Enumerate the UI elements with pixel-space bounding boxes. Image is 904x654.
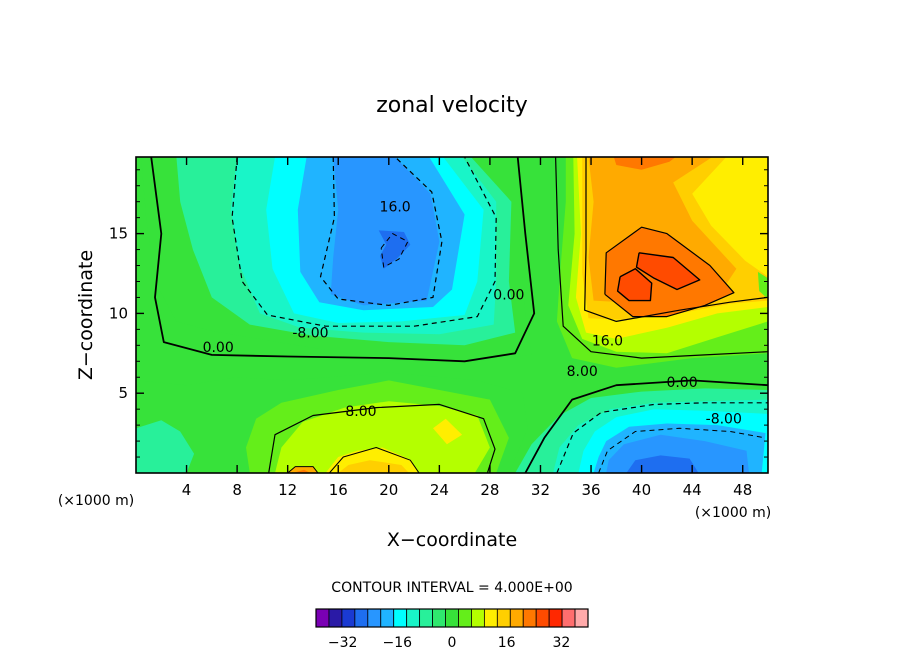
x-tick-label: 24 (430, 481, 449, 499)
contour-p8-right (555, 157, 768, 359)
contour-p24-lower (287, 466, 319, 473)
contour-m16 (319, 157, 443, 306)
region-band-lower-16-20 (338, 460, 409, 473)
x-tick-label: 36 (581, 481, 600, 499)
colorbar-tick-label: −32 (328, 635, 358, 651)
x-axis-title: X−coordinate (387, 529, 517, 551)
contour-label-8: -8.00 (706, 412, 742, 428)
contour-label-4: 0.00 (493, 287, 524, 303)
contour-lines (150, 157, 768, 473)
x-tick-label: 4 (182, 481, 192, 499)
colorbar-swatch (483, 608, 498, 628)
y-axis-title: Z−coordinate (75, 250, 97, 380)
contour-m8 (231, 157, 497, 327)
colorbar-swatch (471, 608, 485, 628)
colorbar-tick-label: 0 (448, 635, 457, 651)
contour-m16-inner (380, 233, 409, 268)
colorbar-swatch (548, 608, 563, 628)
colorbar-swatch (458, 608, 472, 628)
velocity-field-regions (136, 157, 768, 473)
colorbar-swatch (432, 608, 446, 628)
y-tick-label: 15 (109, 225, 128, 243)
contour-p8-lower (268, 403, 496, 473)
colorbar-tick-label: −16 (383, 635, 413, 651)
x-tick-label: 40 (632, 481, 651, 499)
contour-p16-lower (329, 447, 420, 473)
y-tick-label: 5 (118, 384, 128, 402)
contour-lower-m16 (598, 427, 766, 473)
colorbar-swatch (341, 608, 356, 628)
contour-label-0: 16.0 (380, 199, 411, 215)
x-tick-label: 16 (329, 481, 348, 499)
colorbar-swatch (561, 608, 576, 628)
plot-area (136, 157, 768, 473)
x-tick-label: 44 (683, 481, 702, 499)
contour-p16-right (584, 157, 768, 322)
contour-interval-text: CONTOUR INTERVAL = 4.000E+00 (331, 580, 572, 596)
x-tick-label: 8 (232, 481, 242, 499)
colorbar-swatch (406, 608, 421, 628)
colorbar-swatch (367, 608, 382, 628)
colorbar-swatch (419, 608, 433, 628)
region-band-28-32-b (617, 268, 652, 301)
region-band-left-m4-0 (136, 420, 195, 473)
region-band-24-28-top (613, 157, 676, 170)
colorbar-swatch (445, 608, 459, 628)
region-band-lower-m24-m20 (626, 455, 699, 473)
colorbar-swatch (328, 608, 343, 628)
colorbar-tick-label: 32 (552, 635, 570, 651)
contour-p32-a (635, 252, 701, 291)
colorbar: −32 −16 0 16 32 (315, 608, 589, 651)
colorbar-swatch (393, 608, 408, 628)
x-axis-unit-left: (×1000 m) (58, 493, 134, 509)
contour-p32-b (616, 268, 653, 302)
x-tick-label: 20 (379, 481, 398, 499)
colorbar-swatch (315, 608, 330, 628)
contour-label-6: 8.00 (567, 364, 598, 380)
x-axis-unit-right: (×1000 m) (695, 505, 771, 521)
plot-frame (135, 156, 769, 474)
contour-label-3: 8.00 (345, 404, 376, 420)
contour-label-1: -8.00 (292, 326, 328, 342)
x-tick-label: 12 (278, 481, 297, 499)
colorbar-swatch (574, 608, 589, 628)
colorbar-swatch (380, 608, 395, 628)
contour-label-5: 16.0 (592, 334, 623, 350)
x-tick-label: 32 (531, 481, 550, 499)
colorbar-swatch (496, 608, 511, 628)
region-band-right-edge-4-8 (757, 271, 768, 299)
region-band-lower-12-16-b (433, 418, 463, 445)
colorbar-frame (315, 608, 589, 628)
colorbar-swatch (354, 608, 369, 628)
contour-zero-left (150, 157, 536, 363)
colorbar-tick-label: 16 (498, 635, 516, 651)
region-band-lower-8-12 (275, 401, 490, 473)
contour-labels: 16.0 -8.00 0.00 8.00 0.00 16.0 8.00 0.00 -8.00 (203, 199, 742, 427)
contour-zero-lower (524, 379, 768, 473)
colorbar-swatch (535, 608, 550, 628)
region-band-28-32 (636, 252, 700, 290)
x-tick-label: 48 (733, 481, 752, 499)
colorbar-swatch (522, 608, 537, 628)
chart-title: zonal velocity (376, 93, 528, 118)
x-tick-label: 28 (480, 481, 499, 499)
colorbar-swatch (509, 608, 524, 628)
contour-p24 (604, 226, 735, 318)
region-band-lower-20-24 (286, 466, 318, 473)
contour-label-2: 0.00 (203, 340, 234, 356)
contour-label-7: 0.00 (666, 375, 697, 391)
contour-lower-m8 (556, 402, 768, 473)
region-band-m24-m20 (378, 230, 411, 269)
y-tick-label: 10 (109, 304, 128, 322)
